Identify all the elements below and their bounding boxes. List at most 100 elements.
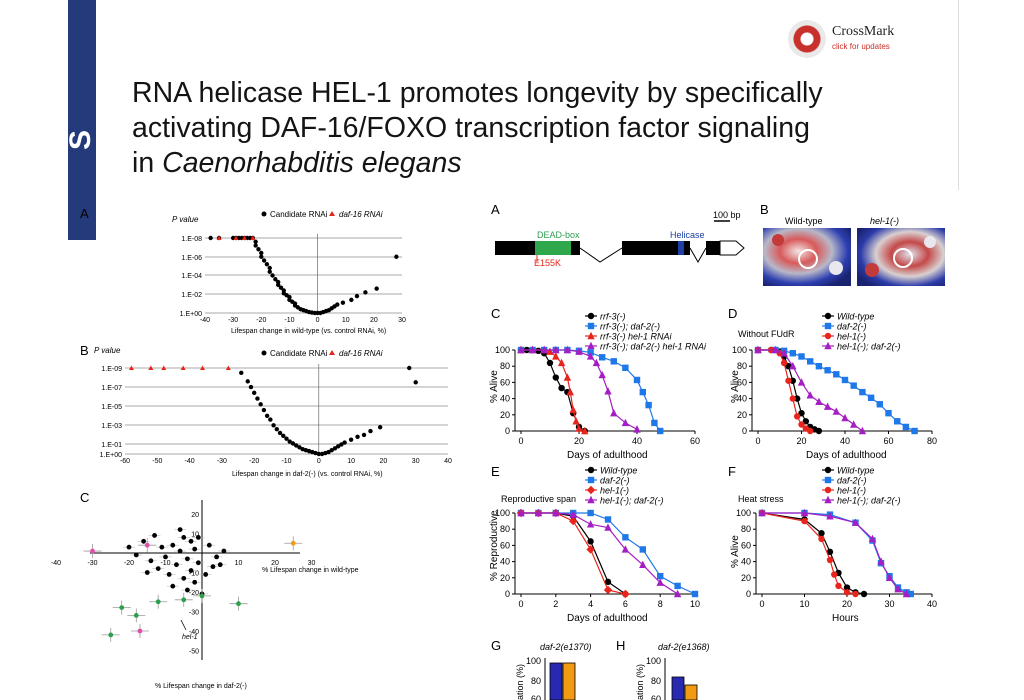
left-panel-b-legend-daf16: daf-16 RNAi xyxy=(339,349,383,358)
x-tick-label: 20 xyxy=(842,599,852,609)
x-tick-label: -50 xyxy=(152,458,162,465)
crossmark-subtitle: click for updates xyxy=(832,42,890,51)
x-tick-label: 20 xyxy=(796,436,806,446)
x-tick-label: 40 xyxy=(927,599,937,609)
candidate-point xyxy=(264,413,270,418)
data-point xyxy=(802,418,810,425)
legend-marker xyxy=(824,466,832,474)
x-tick-label: 30 xyxy=(308,560,316,567)
legend-marker xyxy=(587,322,595,330)
data-point xyxy=(835,582,842,590)
daf16-point xyxy=(148,365,154,370)
title-species: Caenorhabditis elegans xyxy=(162,147,462,179)
data-point xyxy=(535,347,542,355)
left-panel-a-ylabel: P value xyxy=(172,215,199,224)
data-point xyxy=(815,397,823,406)
x-tick-label: 20 xyxy=(380,458,388,465)
x-tick-label: 10 xyxy=(799,599,809,609)
chart-g-ylabel: ation (%) xyxy=(515,664,525,700)
chart-g-title: daf-2(e1370) xyxy=(540,642,592,652)
x-tick-label: -10 xyxy=(281,458,291,465)
crossmark-badge[interactable]: CrossMark click for updates xyxy=(788,20,908,60)
x-tick-label: -20 xyxy=(124,560,134,567)
legend-marker xyxy=(824,486,832,494)
data-point xyxy=(603,585,613,595)
dead-box-domain xyxy=(535,241,571,255)
data-point xyxy=(789,350,796,357)
paper-title: RNA helicase HEL-1 promotes longevity by… xyxy=(132,76,952,181)
y-tick-label: 10 xyxy=(191,532,199,539)
data-point xyxy=(833,371,840,378)
x-tick-label: -40 xyxy=(200,317,210,324)
data-point xyxy=(789,362,797,370)
chart-d: D Without FUdR Wild-typedaf-2(-)hel-1(-)… xyxy=(728,306,937,461)
scatter-point xyxy=(199,593,205,599)
left-panel-c-points xyxy=(83,527,303,642)
candidate-point xyxy=(261,258,267,263)
right-panel-a: A 100 bp DEAD-box Helicase E155K xyxy=(491,202,745,268)
x-tick-label: 2 xyxy=(553,599,558,609)
scatter-point xyxy=(181,575,187,581)
title-line-2: activating DAF-16/FOXO transcription fac… xyxy=(132,112,810,144)
y-tick-label: 40 xyxy=(500,557,510,567)
candidate-point xyxy=(407,365,412,371)
series-line xyxy=(521,349,661,432)
candidate-point xyxy=(208,235,213,241)
series-line xyxy=(762,512,907,595)
left-panel-a-xlabel: Lifespan change in wild-type (vs. contro… xyxy=(231,328,386,335)
legend-entry: Wild-type xyxy=(600,466,637,476)
chart-f: F Heat stress Wild-typedaf-2(-)hel-1(-)h… xyxy=(728,464,937,624)
y-tick-label: 1.E-06 xyxy=(181,255,202,262)
y-tick-label: 0 xyxy=(505,426,510,436)
y-tick-label: 1.E-07 xyxy=(101,385,122,392)
chart-d-ylabel: % Alive xyxy=(730,370,741,403)
y-tick-label: -20 xyxy=(189,590,199,597)
data-point xyxy=(621,589,630,599)
data-point xyxy=(540,345,548,354)
legend-entry: hel-1(-); daf-2(-) xyxy=(600,496,664,506)
x-tick-label: 20 xyxy=(271,560,279,567)
chart-f-ylabel: % Alive xyxy=(730,535,741,568)
legend-marker xyxy=(587,476,595,484)
data-point xyxy=(558,384,565,392)
chart-h-ylabel: ation (%) xyxy=(635,664,645,700)
candidate-point xyxy=(253,239,258,244)
data-point xyxy=(851,518,860,526)
data-point xyxy=(831,571,838,578)
data-point xyxy=(780,349,788,357)
y-tick-label: 100 xyxy=(495,508,510,518)
scatter-point xyxy=(188,538,194,544)
legend-entry: daf-2(-) xyxy=(600,476,630,486)
candidate-point xyxy=(335,302,340,307)
x-tick-label: -20 xyxy=(249,458,259,465)
legend-entry: rrf-3(-) hel-1 RNAi xyxy=(600,332,673,342)
chart-e-xlabel: Days of adulthood xyxy=(567,613,648,624)
candidate-point xyxy=(239,370,244,375)
series-line xyxy=(761,512,856,595)
scatter-point xyxy=(133,613,139,618)
data-point xyxy=(858,426,867,435)
legend-entry: Wild-type xyxy=(837,466,874,476)
helicase-domain xyxy=(678,241,684,255)
x-tick-label: 40 xyxy=(840,436,850,446)
y-tick-label: 20 xyxy=(500,410,510,420)
dead-box-label: DEAD-box xyxy=(537,230,580,240)
data-point xyxy=(604,578,612,586)
daf16-point xyxy=(161,365,167,370)
chart-f-subtitle: Heat stress xyxy=(738,494,784,504)
daf16-point xyxy=(128,365,134,370)
scatter-point xyxy=(192,546,198,552)
y-tick-label: 80 xyxy=(741,524,751,534)
data-point xyxy=(691,590,699,598)
x-tick-label: -60 xyxy=(120,458,130,465)
data-point xyxy=(850,420,858,428)
scatter-point xyxy=(214,554,220,560)
legend-marker xyxy=(587,495,595,504)
data-point xyxy=(592,358,601,367)
data-point xyxy=(587,509,594,517)
data-point xyxy=(859,388,866,396)
data-point xyxy=(604,516,612,523)
data-point xyxy=(546,347,554,355)
data-point xyxy=(552,352,560,360)
